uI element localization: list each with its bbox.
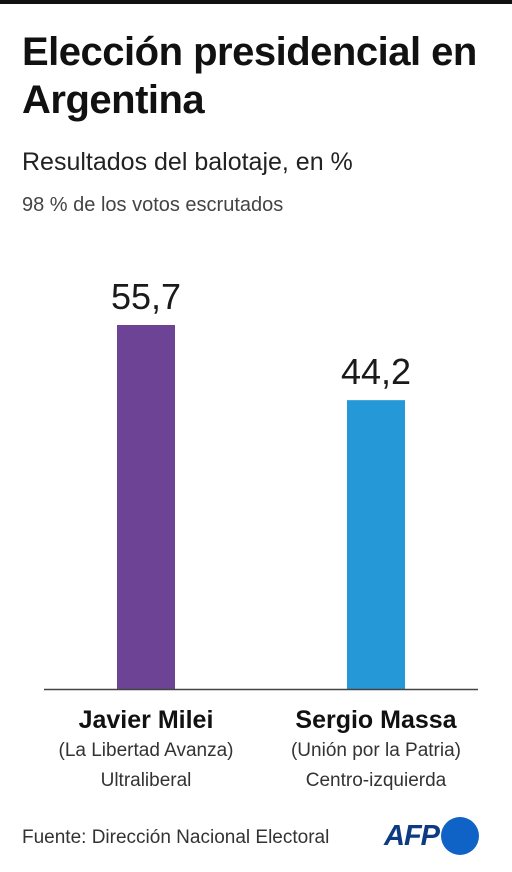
- value-label-massa: 44,2: [341, 351, 411, 392]
- chart-subtitle: Resultados del balotaje, en %: [22, 148, 353, 176]
- afp-logo-text: AFP: [384, 819, 440, 852]
- afp-logo: AFP: [384, 814, 479, 858]
- candidate-orientation: Ultraliberal: [100, 770, 192, 791]
- source-note: Fuente: Dirección Nacional Electoral: [22, 827, 330, 848]
- bar-massa: [347, 400, 405, 689]
- count-note: 98 % de los votos escrutados: [22, 194, 284, 216]
- candidate-name: Javier Milei: [78, 706, 214, 734]
- candidate-name: Sergio Massa: [295, 706, 457, 734]
- value-label-milei: 55,7: [111, 276, 181, 317]
- bars-layer: 55,7 44,2: [111, 276, 411, 689]
- candidate-party: (Unión por la Patria): [290, 740, 462, 761]
- candidate-milei-label: Javier Milei (La Libertad Avanza) Ultral…: [36, 704, 256, 796]
- candidate-massa-label: Sergio Massa (Unión por la Patria) Centr…: [266, 704, 486, 796]
- top-rule: [0, 0, 512, 4]
- candidate-party: (La Libertad Avanza): [58, 740, 234, 761]
- candidate-orientation: Centro-izquierda: [305, 770, 447, 791]
- bar-milei: [117, 325, 175, 689]
- chart-title: Elección presidencial en Argentina: [22, 30, 477, 122]
- afp-logo-dot: [441, 817, 479, 855]
